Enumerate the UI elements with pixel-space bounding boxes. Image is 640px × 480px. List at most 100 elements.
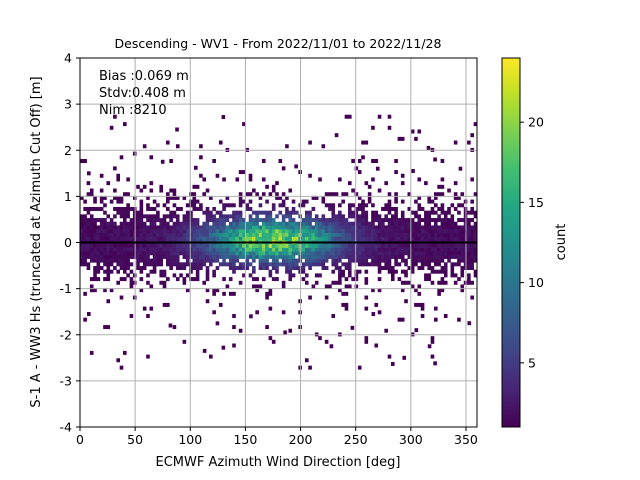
heatmap-cell <box>384 258 388 263</box>
heatmap-cell <box>113 251 117 256</box>
heatmap-cell <box>149 236 154 241</box>
heatmap-cell <box>433 306 438 311</box>
heatmap-cell <box>433 243 438 248</box>
heatmap-cell <box>341 199 345 204</box>
heatmap-cell <box>139 225 144 230</box>
heatmap-cell <box>248 177 253 182</box>
heatmap-outlier-cell <box>426 145 431 150</box>
heatmap-cell <box>424 258 428 263</box>
heatmap-cell <box>351 159 355 163</box>
heatmap-cell <box>248 254 253 259</box>
heatmap-cell <box>440 236 445 241</box>
heatmap-cell <box>443 251 448 256</box>
heatmap-cell <box>232 203 236 208</box>
heatmap-cell <box>321 243 326 248</box>
heatmap-cell <box>291 225 296 230</box>
heatmap-cell <box>410 229 415 234</box>
heatmap-cell <box>397 136 402 141</box>
heatmap-cell <box>99 229 104 234</box>
heatmap-cell <box>199 225 203 230</box>
heatmap-cell <box>129 284 134 289</box>
heatmap-cell <box>146 354 150 359</box>
heatmap-cell <box>192 251 197 256</box>
heatmap-cell <box>242 218 246 223</box>
heatmap-cell <box>258 251 263 256</box>
heatmap-cell <box>119 232 124 237</box>
heatmap-cell <box>139 188 144 193</box>
heatmap-cell <box>281 166 286 171</box>
heatmap-cell <box>136 254 140 259</box>
heatmap-cell <box>331 258 336 263</box>
heatmap-cell <box>202 225 207 230</box>
heatmap-cell <box>225 254 230 259</box>
heatmap-cell <box>83 199 87 204</box>
heatmap-cell <box>116 254 120 259</box>
heatmap-cell <box>354 269 359 274</box>
heatmap-cell <box>328 206 332 211</box>
heatmap-cell <box>427 195 431 200</box>
heatmap-cell <box>281 221 286 226</box>
heatmap-cell <box>450 262 455 267</box>
heatmap-cell <box>106 236 111 241</box>
heatmap-cell <box>331 254 336 259</box>
heatmap-cell <box>400 280 405 285</box>
heatmap-cell <box>334 133 339 138</box>
heatmap-cell <box>371 236 375 241</box>
heatmap-cell <box>255 225 259 230</box>
heatmap-cell <box>136 229 140 234</box>
heatmap-cell <box>268 210 273 215</box>
heatmap-cell <box>265 236 269 241</box>
heatmap-cell <box>308 251 312 256</box>
heatmap-cell <box>149 181 154 186</box>
heatmap-cell <box>417 284 422 289</box>
heatmap-cell <box>242 254 246 259</box>
heatmap-cell <box>126 258 130 263</box>
heatmap-cell <box>245 266 250 271</box>
heatmap-cell <box>410 258 415 263</box>
heatmap-cell <box>232 218 236 223</box>
heatmap-cell <box>390 229 395 234</box>
heatmap-cell <box>136 214 140 219</box>
heatmap-cell <box>96 229 101 234</box>
heatmap-cell <box>123 266 127 271</box>
heatmap-cell <box>308 232 312 237</box>
heatmap-cell <box>142 144 147 149</box>
heatmap-cell <box>314 195 319 200</box>
heatmap-cell <box>86 218 91 223</box>
heatmap-cell <box>424 229 428 234</box>
heatmap-cell <box>271 184 276 189</box>
heatmap-cell <box>146 206 150 211</box>
heatmap-cell <box>437 236 441 241</box>
heatmap-cell <box>119 221 124 226</box>
heatmap-cell <box>450 254 455 259</box>
heatmap-cell <box>116 173 120 178</box>
heatmap-cell <box>443 269 448 274</box>
heatmap-cell <box>467 251 471 256</box>
heatmap-cell <box>205 243 210 248</box>
heatmap-cell <box>397 221 402 226</box>
heatmap-cell <box>152 251 157 256</box>
heatmap-cell <box>371 251 375 256</box>
heatmap-cell <box>334 236 339 241</box>
heatmap-cell <box>364 221 369 226</box>
heatmap-cell <box>387 269 392 274</box>
heatmap-cell <box>278 236 283 241</box>
heatmap-cell <box>347 232 352 237</box>
heatmap-cell <box>304 258 309 263</box>
heatmap-cell <box>295 232 299 237</box>
heatmap-cell <box>311 229 316 234</box>
heatmap-cell <box>182 214 187 219</box>
heatmap-cell <box>275 225 279 230</box>
heatmap-cell <box>308 295 312 300</box>
heatmap-cell <box>113 258 117 263</box>
heatmap-outlier-cell <box>175 127 179 132</box>
heatmap-cell <box>166 232 170 237</box>
heatmap-cell <box>394 232 398 237</box>
heatmap-cell <box>166 254 170 259</box>
heatmap-cell <box>205 229 210 234</box>
heatmap-cell <box>202 232 207 237</box>
heatmap-cell <box>169 266 173 271</box>
heatmap-cell <box>288 243 293 248</box>
heatmap-cell <box>172 192 177 197</box>
heatmap-cell <box>437 225 441 230</box>
